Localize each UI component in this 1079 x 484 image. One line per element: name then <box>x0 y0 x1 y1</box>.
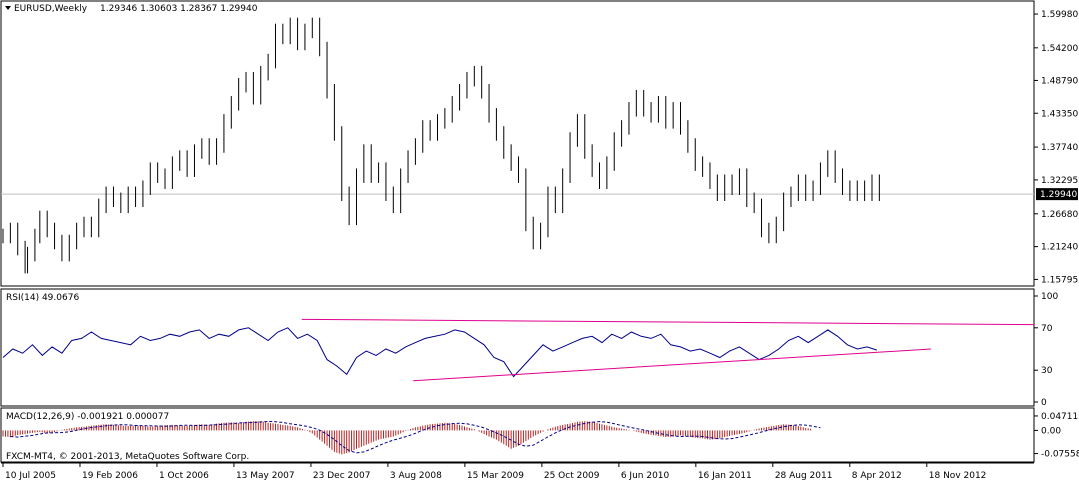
current-price-tag-label: 1.29940 <box>1040 190 1077 200</box>
macd-signal-line <box>10 420 821 454</box>
price-tick-label: 1.15795 <box>1041 275 1078 285</box>
price-tick-label: 1.21240 <box>1041 243 1078 253</box>
rsi-axis: 100 70 30 0 <box>1034 292 1058 408</box>
price-tick-label: 1.37740 <box>1041 143 1078 153</box>
macd-axis: 0.047113 0.00 -0.075582 <box>1034 412 1079 460</box>
macd-tick-label: 0.047113 <box>1041 412 1079 422</box>
rsi-tick-label: 100 <box>1041 292 1058 302</box>
time-tick-label: 23 Dec 2007 <box>313 471 371 481</box>
time-tick-label: 19 Feb 2006 <box>82 471 138 481</box>
current-price-tag <box>1036 188 1078 201</box>
symbol-label: EURUSD,Weekly <box>14 4 88 14</box>
macd-tick-label: -0.075582 <box>1041 450 1079 460</box>
price-tick-label: 1.54200 <box>1041 44 1078 54</box>
rsi-tick-label: 30 <box>1041 366 1053 376</box>
time-tick-label: 25 Oct 2009 <box>544 471 600 481</box>
time-tick-label: 3 Aug 2008 <box>390 471 442 481</box>
time-tick-label: 8 Apr 2012 <box>852 471 902 481</box>
rsi-panel-frame <box>0 288 1035 407</box>
ohlc-label: 1.29346 1.30603 1.28367 1.29940 <box>100 4 258 14</box>
copyright-label: FXCM-MT4, © 2001-2013, MetaQuotes Softwa… <box>6 452 249 462</box>
price-tick-label: 1.43350 <box>1041 109 1078 119</box>
macd-tick-label: 0.00 <box>1041 426 1061 436</box>
time-tick-label: 13 May 2007 <box>236 471 295 481</box>
price-tick-label: 1.32295 <box>1041 176 1078 186</box>
rsi-series <box>2 318 1035 382</box>
rsi-trendline[interactable] <box>413 348 931 382</box>
rsi-line <box>2 327 878 378</box>
price-axis: 1.59980 1.54200 1.48790 1.43350 1.37740 1.322… <box>1034 10 1078 285</box>
price-series <box>2 17 880 274</box>
time-tick-label: 6 Jun 2010 <box>621 471 670 481</box>
rsi-tick-label: 0 <box>1041 398 1047 408</box>
time-tick-label: 28 Aug 2011 <box>775 471 833 481</box>
rsi-tick-label: 70 <box>1041 324 1053 334</box>
time-tick-label: 10 Jul 2005 <box>5 471 56 481</box>
time-tick-label: 15 Mar 2009 <box>467 471 524 481</box>
price-panel-frame <box>0 0 1035 287</box>
macd-panel-frame <box>0 407 1035 463</box>
rsi-trendline[interactable] <box>301 318 1035 326</box>
macd-series <box>2 420 821 455</box>
price-tick-label: 1.48790 <box>1041 76 1078 86</box>
price-tick-label: 1.59980 <box>1041 10 1078 20</box>
symbol-dropdown-icon[interactable] <box>5 6 11 10</box>
rsi-label: RSI(14) 49.0676 <box>6 293 79 303</box>
price-tick-label: 1.26680 <box>1041 210 1078 220</box>
time-tick-label: 18 Nov 2012 <box>929 471 987 481</box>
macd-label: MACD(12,26,9) -0.001921 0.000077 <box>6 412 169 422</box>
time-axis: 10 Jul 2005 19 Feb 2006 1 Oct 2006 13 May 2… <box>1 462 1034 481</box>
time-tick-label: 16 Jan 2011 <box>698 471 752 481</box>
time-tick-label: 1 Oct 2006 <box>159 471 209 481</box>
